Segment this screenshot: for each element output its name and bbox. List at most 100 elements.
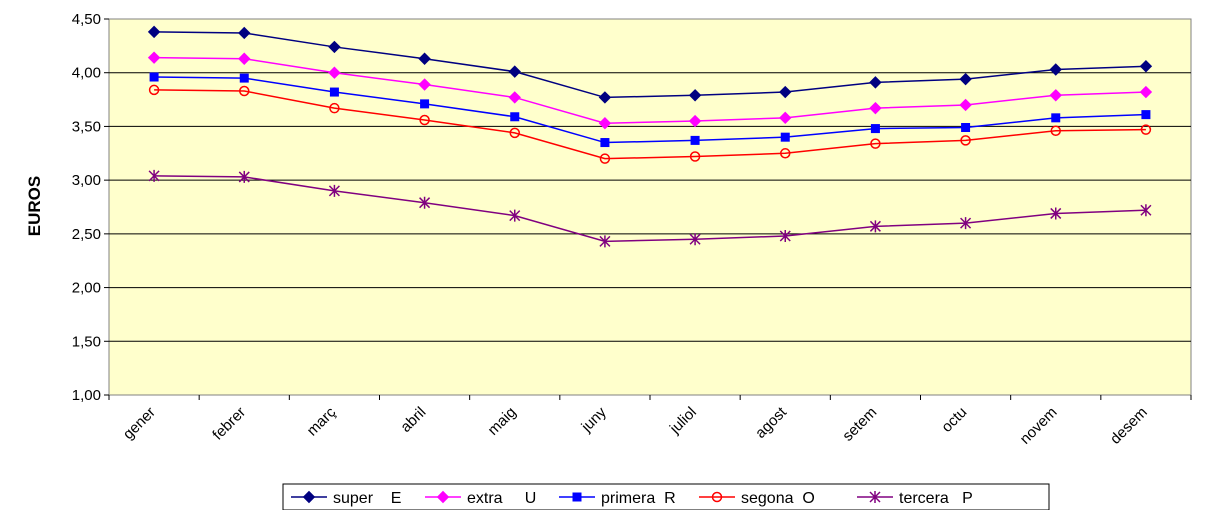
data-point bbox=[1049, 89, 1062, 102]
x-tick-label: novem bbox=[1017, 404, 1061, 448]
plot-area bbox=[108, 18, 1192, 396]
data-point bbox=[239, 73, 249, 83]
legend-label: extra U bbox=[467, 490, 536, 507]
series-group bbox=[147, 25, 1153, 248]
data-point bbox=[149, 72, 159, 82]
data-point bbox=[148, 169, 160, 182]
data-point bbox=[1139, 60, 1153, 73]
gridlines bbox=[104, 18, 1191, 396]
data-point bbox=[600, 138, 610, 148]
data-point bbox=[779, 230, 791, 243]
data-point bbox=[1140, 124, 1152, 135]
data-point bbox=[1050, 125, 1061, 136]
legend-item: segona O bbox=[699, 490, 815, 507]
data-point bbox=[779, 85, 792, 99]
series bbox=[147, 51, 1153, 130]
data-point bbox=[870, 138, 881, 149]
x-tick-label: octu bbox=[938, 404, 970, 436]
y-axis-tick-labels: 1,00 1,50 2,00 2,50 3,00 3,50 4,00 4,50 bbox=[72, 11, 101, 404]
data-point bbox=[510, 112, 520, 122]
data-point bbox=[599, 235, 611, 248]
legend-marker bbox=[302, 490, 316, 504]
data-point bbox=[418, 78, 431, 91]
data-point bbox=[959, 72, 972, 86]
series bbox=[148, 169, 1152, 248]
legend: super E extra U primera R segona O tercera P bbox=[282, 483, 1050, 510]
data-point bbox=[147, 51, 161, 64]
data-point bbox=[238, 26, 251, 40]
data-point bbox=[509, 127, 520, 139]
data-point bbox=[1140, 204, 1152, 217]
x-tick-label: gener bbox=[120, 404, 159, 443]
legend-item: primera R bbox=[559, 490, 676, 507]
legend-label: super E bbox=[333, 490, 401, 507]
legend-marker bbox=[572, 492, 582, 502]
data-point bbox=[1050, 207, 1062, 220]
legend-label: primera R bbox=[601, 490, 676, 507]
data-point bbox=[961, 123, 971, 133]
x-tick-label: juny bbox=[578, 403, 611, 436]
data-point bbox=[1049, 63, 1062, 76]
y-axis-label: EUROS bbox=[25, 176, 44, 236]
y-tick-label: 1,50 bbox=[72, 333, 101, 350]
series bbox=[147, 25, 1153, 104]
data-point bbox=[238, 52, 251, 65]
legend-box bbox=[282, 483, 1050, 510]
y-tick-label: 3,50 bbox=[72, 118, 101, 135]
data-point bbox=[960, 217, 972, 230]
legend-item: super E bbox=[291, 490, 401, 507]
data-point bbox=[419, 114, 430, 126]
data-point bbox=[688, 114, 702, 128]
x-tick-label: setem bbox=[839, 404, 880, 445]
legend-marker bbox=[869, 491, 881, 503]
data-point bbox=[508, 91, 521, 104]
data-point bbox=[1051, 113, 1061, 123]
data-point bbox=[598, 91, 612, 104]
x-tick-label: juliol bbox=[666, 404, 700, 438]
x-tick-label: maig bbox=[485, 404, 520, 439]
data-point bbox=[870, 124, 880, 134]
legend-item: tercera P bbox=[857, 490, 973, 507]
data-point bbox=[598, 116, 612, 130]
series-line bbox=[154, 56, 1146, 124]
data-point bbox=[869, 220, 881, 233]
data-point bbox=[419, 196, 431, 209]
data-point bbox=[239, 85, 250, 97]
x-tick-label: desem bbox=[1107, 404, 1151, 448]
data-point bbox=[959, 98, 972, 112]
x-tick-label: març bbox=[304, 403, 340, 439]
data-point bbox=[599, 153, 611, 164]
y-tick-label: 4,50 bbox=[72, 11, 101, 28]
series-line bbox=[154, 31, 1146, 99]
series-line bbox=[154, 89, 1146, 160]
y-tick-label: 1,00 bbox=[72, 387, 101, 404]
y-tick-label: 4,00 bbox=[72, 65, 101, 82]
data-point bbox=[690, 135, 700, 145]
data-point bbox=[509, 209, 521, 222]
y-tick-label: 3,00 bbox=[72, 172, 101, 189]
x-tick-label: febrer bbox=[209, 404, 249, 444]
y-tick-label: 2,50 bbox=[72, 226, 101, 243]
x-axis-tick-labels: gener febrer març abril maig juny juliol agost s… bbox=[108, 395, 1192, 448]
legend-item: extra U bbox=[425, 490, 536, 507]
data-point bbox=[1139, 85, 1153, 99]
data-point bbox=[780, 132, 790, 142]
data-point bbox=[689, 151, 701, 162]
data-point bbox=[238, 170, 250, 183]
legend-label: tercera P bbox=[899, 490, 973, 507]
data-point bbox=[1141, 110, 1151, 120]
data-point bbox=[869, 101, 882, 115]
data-point bbox=[688, 89, 702, 102]
x-tick-label: agost bbox=[752, 403, 791, 442]
legend-marker bbox=[711, 491, 723, 503]
data-point bbox=[148, 84, 160, 96]
data-point bbox=[147, 25, 161, 39]
data-point bbox=[508, 65, 521, 78]
data-point bbox=[328, 40, 341, 54]
data-point bbox=[328, 66, 341, 79]
data-point bbox=[960, 135, 971, 146]
data-point bbox=[329, 102, 340, 114]
y-tick-label: 2,00 bbox=[72, 280, 101, 297]
x-tick-label: abril bbox=[397, 404, 429, 436]
